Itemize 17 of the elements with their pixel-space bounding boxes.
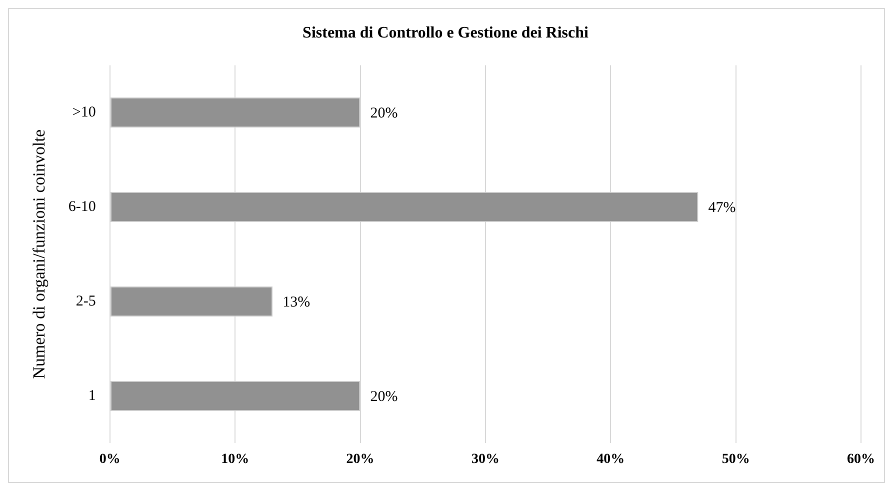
y-tick-label: 6-10 [68,198,96,215]
data-label: 20% [370,388,398,405]
y-axis-title: Numero di organi/funzioni coinvolte [30,129,49,379]
chart-title: Sistema di Controllo e Gestione dei Rischi [302,24,590,42]
x-tick-label: 30% [471,452,500,468]
x-tick-label: 60% [847,452,875,468]
x-tick-label: 40% [596,452,625,468]
y-tick-label: 1 [88,388,96,404]
x-tick-label: 50% [722,452,750,468]
x-tick-label: 0% [99,452,120,468]
y-tick-label: >10 [72,104,96,120]
data-label: 20% [370,105,398,122]
data-label: 13% [282,294,310,310]
x-tick-label: 20% [346,452,374,468]
x-tick-label: 10% [221,452,250,468]
data-label: 47% [708,200,736,216]
y-tick-label: 2-5 [76,293,96,310]
